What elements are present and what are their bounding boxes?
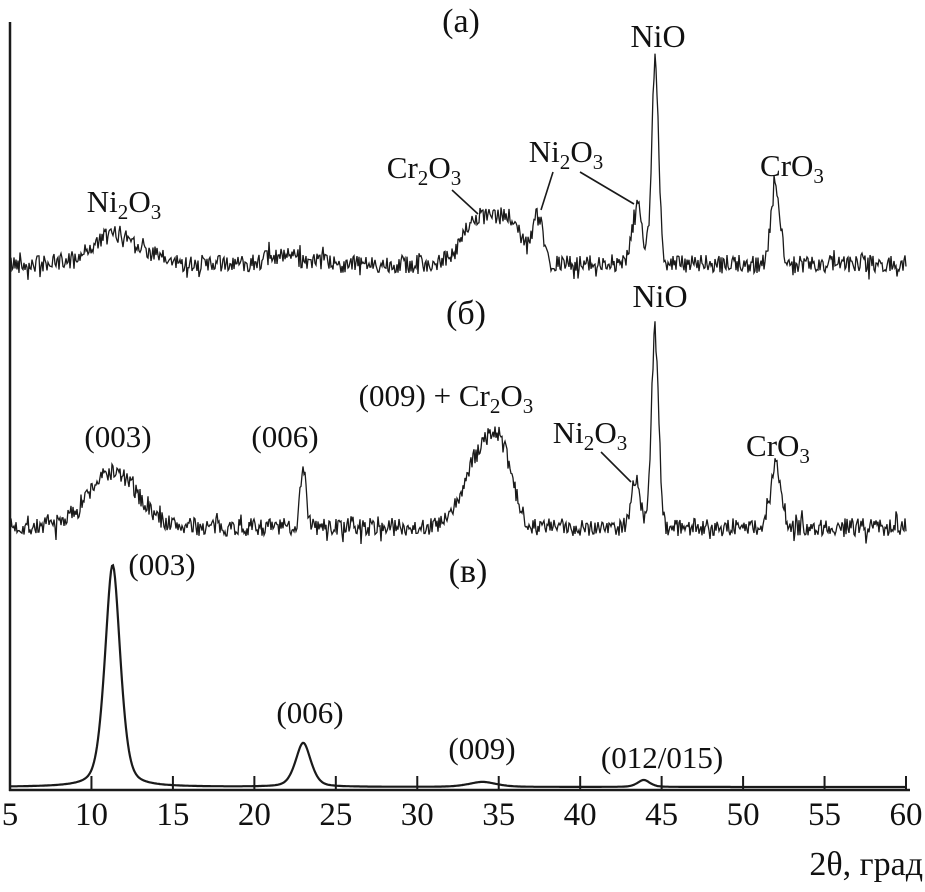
peak-label-009-cr2o3-b: (009) + Cr2O3 xyxy=(358,378,534,419)
trace-pattern-a xyxy=(9,53,907,280)
x-tick-label: 55 xyxy=(808,797,842,833)
peak-label-003-b: (003) xyxy=(84,419,152,454)
peak-label-ni2o3-a-left: Ni2O3 xyxy=(86,184,162,225)
x-tick-label: 35 xyxy=(482,797,516,833)
peak-label-009-v: (009) xyxy=(448,731,516,766)
peak-label-cro3-a: CrO3 xyxy=(760,148,824,189)
annotation-leader-line xyxy=(540,171,554,211)
x-tick-label: 40 xyxy=(563,797,597,833)
peak-label-cro3-b: CrO3 xyxy=(746,428,810,469)
x-tick-label: 25 xyxy=(319,797,353,833)
x-tick-label: 50 xyxy=(726,797,760,833)
peak-label-012-015-v: (012/015) xyxy=(600,740,724,775)
x-tick-label: 15 xyxy=(156,797,190,833)
trace-pattern-v xyxy=(9,563,906,789)
x-tick-label: 45 xyxy=(645,797,679,833)
x-tick-label: 10 xyxy=(74,797,108,833)
trace-pattern-b xyxy=(9,321,907,545)
x-tick-label: 30 xyxy=(400,797,434,833)
peak-label-006-b: (006) xyxy=(251,419,319,454)
peak-label-ni2o3-a-right: Ni2O3 xyxy=(528,134,604,175)
panel-label-b: (б) xyxy=(446,295,486,332)
panel-label-a: (а) xyxy=(442,3,480,40)
x-axis-label: 2θ, град xyxy=(809,846,923,883)
x-tick-label: 5 xyxy=(1,797,19,833)
peak-label-nio-b: NiO xyxy=(632,278,688,314)
peak-label-nio-a: NiO xyxy=(630,18,686,54)
annotation-leader-line xyxy=(600,451,632,483)
peak-label-006-v: (006) xyxy=(276,695,344,730)
panel-label-v: (в) xyxy=(448,553,488,590)
peak-label-003-v: (003) xyxy=(128,547,196,582)
peak-label-ni2o3-b: Ni2O3 xyxy=(552,415,628,456)
x-tick-label: 60 xyxy=(889,797,923,833)
annotation-leader-line xyxy=(451,189,479,215)
annotation-leader-line xyxy=(579,171,635,205)
peak-label-cr2o3-a: Cr2O3 xyxy=(386,150,462,191)
x-tick-label: 20 xyxy=(237,797,271,833)
